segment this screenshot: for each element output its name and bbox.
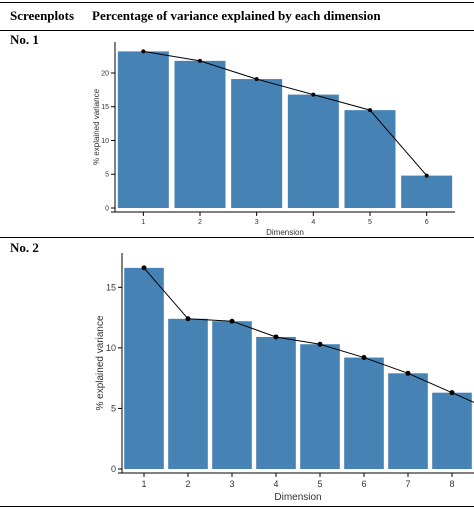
top-rule xyxy=(0,2,474,3)
bar-dim-3 xyxy=(212,321,252,469)
y-tick-label-5: 5 xyxy=(111,403,116,413)
x-tick-label-2: 2 xyxy=(198,219,202,226)
x-axis-label: Dimension xyxy=(266,228,304,237)
point-dim-8 xyxy=(449,390,455,396)
screeplot-2: 0 5 10 15 1 2 3 4 5 6 7 8 Dimension % explained varia… xyxy=(95,253,474,503)
point-dim-1 xyxy=(141,265,147,271)
point-dim-1 xyxy=(141,49,146,54)
bar-dim-2 xyxy=(174,60,226,208)
screeplot-1: 0 5 10 15 20 1 2 3 4 5 6 Dimension % explained varia… xyxy=(92,42,455,237)
y-tick-label-15: 15 xyxy=(101,104,109,111)
x-tick-label-6: 6 xyxy=(425,219,429,226)
y-tick-label-5: 5 xyxy=(105,172,109,179)
point-dim-5 xyxy=(368,108,372,113)
y-tick-label-15: 15 xyxy=(106,282,116,292)
x-tick-label-6: 6 xyxy=(361,479,366,489)
scree-line xyxy=(143,50,428,176)
header-rule xyxy=(0,30,474,31)
bar-dim-4 xyxy=(287,94,339,208)
header-screenplots: Screenplots xyxy=(10,8,75,23)
y-axis-label: % explained variance xyxy=(95,315,106,410)
x-tick-label-1: 1 xyxy=(141,479,146,489)
x-tick-label-1: 1 xyxy=(141,219,145,226)
y-tick-label-0: 0 xyxy=(105,205,109,212)
point-dim-4 xyxy=(311,92,316,97)
x-tick-label-5: 5 xyxy=(317,479,322,489)
bar-dim-2 xyxy=(168,318,208,469)
panel-divider-rule xyxy=(0,237,474,238)
panel-2-label: No. 2 xyxy=(10,240,39,255)
x-tick-label-3: 3 xyxy=(229,479,234,489)
bar-dim-4 xyxy=(256,336,296,469)
point-dim-4 xyxy=(273,334,279,340)
x-tick-label-2: 2 xyxy=(185,479,190,489)
bar-dim-5 xyxy=(300,344,340,469)
bar-dim-8 xyxy=(432,392,472,469)
x-tick-label-3: 3 xyxy=(255,219,259,226)
bar-dim-5 xyxy=(344,110,396,208)
bar-dim-7 xyxy=(388,373,428,469)
y-tick-label-10: 10 xyxy=(101,138,109,145)
bottom-rule xyxy=(0,506,474,507)
point-dim-6 xyxy=(361,355,367,361)
y-tick-label-20: 20 xyxy=(101,70,109,77)
x-tick-label-5: 5 xyxy=(368,219,372,226)
x-axis-label: Dimension xyxy=(274,492,321,503)
point-dim-2 xyxy=(185,316,191,322)
y-tick-label-10: 10 xyxy=(106,343,116,353)
y-tick-label-0: 0 xyxy=(111,464,116,474)
bar-dim-6 xyxy=(344,357,384,469)
point-dim-3 xyxy=(229,318,235,324)
y-axis-label: % explained variance xyxy=(92,88,101,165)
point-dim-5 xyxy=(317,341,323,347)
x-tick-label-4: 4 xyxy=(311,219,315,226)
header-variance-title: Percentage of variance explained by each… xyxy=(92,8,381,23)
point-dim-2 xyxy=(198,58,202,63)
panel-1-label: No. 1 xyxy=(10,32,39,47)
point-dim-3 xyxy=(254,77,259,82)
x-tick-label-7: 7 xyxy=(405,479,410,489)
bar-dim-1 xyxy=(117,51,169,209)
x-tick-label-8: 8 xyxy=(449,479,454,489)
x-tick-label-4: 4 xyxy=(273,479,278,489)
bar-dim-6 xyxy=(401,175,453,208)
bar-dim-3 xyxy=(231,79,283,208)
point-dim-6 xyxy=(424,173,429,178)
point-dim-7 xyxy=(405,370,411,376)
bar-dim-1 xyxy=(124,267,164,469)
